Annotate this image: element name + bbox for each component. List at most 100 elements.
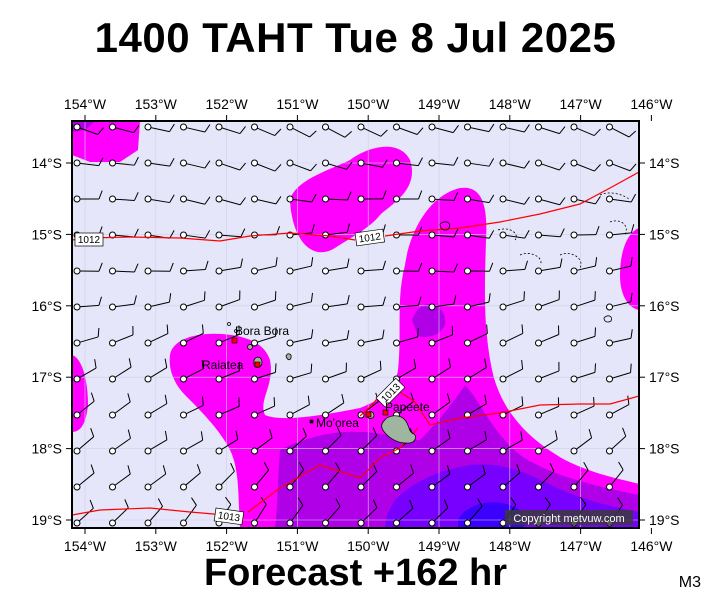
wind-barb — [286, 461, 305, 491]
wind-barb-shaft — [79, 367, 97, 378]
wind-barb-feather — [230, 462, 235, 472]
wind-barb-station — [464, 519, 471, 527]
wind-barb-shaft — [398, 400, 414, 414]
wind-barb — [322, 427, 342, 455]
wind-barb-station — [180, 231, 187, 239]
wind-barb-station — [322, 375, 329, 383]
wind-barb-station — [144, 303, 152, 311]
wind-barb — [499, 123, 530, 133]
wind-barb-feather — [443, 499, 449, 508]
wind-barb-shaft — [292, 404, 310, 415]
wind-barb-shaft — [612, 372, 631, 379]
wind-barb-shaft — [292, 372, 312, 379]
lat-label: 18°S — [31, 441, 62, 457]
lon-label: 148°W — [489, 96, 532, 112]
wind-barb-station — [251, 267, 258, 275]
wind-barb — [215, 159, 246, 171]
wind-barb-feather — [204, 196, 211, 205]
wind-barb-station — [535, 483, 542, 491]
wind-barb — [570, 159, 601, 172]
wind-barb — [144, 123, 175, 133]
atoll — [609, 220, 627, 236]
wind-barb — [109, 393, 131, 419]
wind-barb — [286, 395, 310, 419]
wind-barb-feather — [379, 360, 382, 370]
wind-barb-shaft — [470, 162, 490, 167]
wind-barb — [464, 194, 495, 204]
wind-barb-shaft — [256, 469, 270, 486]
wind-barb — [606, 257, 633, 275]
island-tupai — [227, 322, 231, 326]
wind-barb-shaft — [504, 472, 521, 486]
wind-barb-station — [535, 447, 542, 455]
wind-barb-station — [251, 375, 258, 383]
wind-barb-station — [606, 483, 613, 491]
atoll — [519, 253, 542, 266]
wind-barb-shaft — [257, 335, 276, 343]
wind-barb-feather — [97, 127, 104, 135]
wind-barb — [286, 257, 314, 275]
wind-barb — [322, 123, 353, 138]
wind-barb — [606, 363, 632, 383]
wind-barb-shaft — [221, 439, 238, 450]
wind-barb-shaft — [115, 162, 135, 166]
wind-barb-shaft — [79, 162, 99, 167]
lat-label: 17°S — [31, 369, 62, 385]
isobar-line — [72, 507, 226, 516]
town-markers — [231, 337, 389, 424]
wind-barb-station — [286, 267, 294, 275]
wind-barb-station — [428, 447, 436, 455]
wind-barb — [215, 462, 235, 491]
wind-barb-station — [499, 231, 507, 239]
wind-barb-station — [109, 483, 116, 491]
wind-barb-feather — [594, 327, 597, 337]
lat-label: 15°S — [31, 226, 62, 242]
wind-barb — [535, 361, 560, 383]
wind-barb-shaft — [612, 301, 632, 307]
wind-barb-feather — [372, 427, 378, 436]
isobar-label-box — [74, 232, 104, 247]
wind-barb-shaft — [505, 368, 523, 379]
wind-barb-station — [535, 303, 542, 311]
wind-barb-shaft — [327, 435, 342, 450]
wind-barb-feather — [298, 461, 305, 471]
wind-barb-shaft — [434, 366, 451, 378]
wind-barb — [393, 262, 423, 275]
wind-barb-station — [73, 483, 81, 491]
wind-barb-shaft — [115, 127, 134, 134]
wind-barb-station — [144, 267, 152, 275]
wind-barb — [144, 293, 172, 311]
wind-barb-shaft — [257, 199, 277, 205]
lon-label: 154°W — [64, 96, 107, 112]
wind-barb-feather — [274, 128, 282, 136]
place-labels: Bora Bora Raiatea Mo'orea Papeete — [202, 324, 430, 430]
wind-barb-feather — [549, 462, 555, 472]
wind-barb-shaft — [150, 198, 170, 204]
wind-barb-shaft — [611, 404, 630, 415]
wind-barb-shaft — [399, 162, 419, 167]
wind-barb-feather — [594, 164, 601, 172]
isobar-label: 1012 — [78, 235, 101, 246]
wind-barb-feather — [418, 190, 423, 200]
wind-barb-station — [286, 123, 294, 131]
wind-barb-shaft — [150, 473, 167, 486]
wind-barb-feather — [521, 396, 524, 406]
wind-barb — [251, 257, 278, 275]
wind-barb — [322, 498, 341, 527]
island-bora-bora — [247, 344, 253, 350]
wind-barb — [144, 194, 175, 204]
wind-barb-feather — [446, 465, 451, 475]
wind-barb-station — [606, 159, 613, 167]
wind-barb-shaft — [257, 163, 276, 172]
town-marker-moorea — [365, 411, 372, 418]
wind-barb-station — [499, 375, 507, 383]
wind-barb-shaft — [469, 333, 488, 343]
wind-barb-shaft — [185, 368, 204, 379]
wind-barb-station — [606, 447, 613, 455]
wind-barb — [322, 393, 345, 419]
wind-barb-feather — [453, 263, 458, 273]
wind-barb-station — [73, 267, 81, 275]
wind-barb-feather — [382, 159, 388, 168]
wind-barb-shaft — [292, 198, 312, 203]
